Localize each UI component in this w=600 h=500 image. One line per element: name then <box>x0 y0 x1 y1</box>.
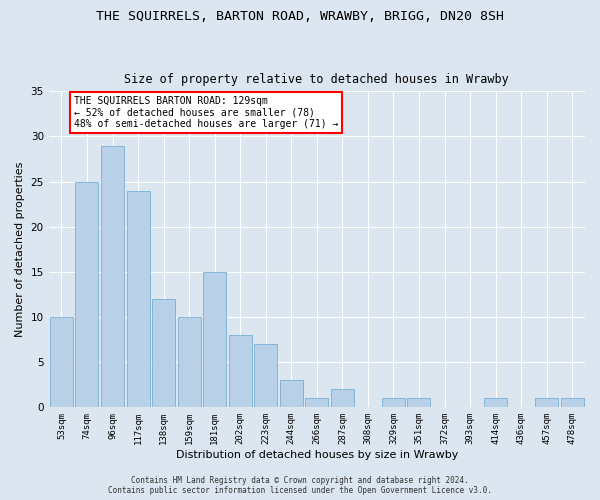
Bar <box>178 317 200 408</box>
Bar <box>305 398 328 407</box>
X-axis label: Distribution of detached houses by size in Wrawby: Distribution of detached houses by size … <box>176 450 458 460</box>
Bar <box>127 190 149 408</box>
Bar <box>382 398 405 407</box>
Bar <box>407 398 430 407</box>
Text: THE SQUIRRELS BARTON ROAD: 129sqm
← 52% of detached houses are smaller (78)
48% : THE SQUIRRELS BARTON ROAD: 129sqm ← 52% … <box>74 96 338 129</box>
Text: THE SQUIRRELS, BARTON ROAD, WRAWBY, BRIGG, DN20 8SH: THE SQUIRRELS, BARTON ROAD, WRAWBY, BRIG… <box>96 10 504 23</box>
Bar <box>254 344 277 408</box>
Bar <box>331 390 354 407</box>
Bar <box>50 317 73 408</box>
Bar <box>561 398 584 407</box>
Bar <box>76 182 98 408</box>
Y-axis label: Number of detached properties: Number of detached properties <box>15 162 25 337</box>
Bar <box>484 398 507 407</box>
Bar <box>101 146 124 408</box>
Bar <box>152 299 175 408</box>
Bar <box>535 398 558 407</box>
Bar <box>229 335 252 407</box>
Bar <box>203 272 226 407</box>
Bar <box>280 380 303 407</box>
Title: Size of property relative to detached houses in Wrawby: Size of property relative to detached ho… <box>124 73 509 86</box>
Text: Contains HM Land Registry data © Crown copyright and database right 2024.
Contai: Contains HM Land Registry data © Crown c… <box>108 476 492 495</box>
